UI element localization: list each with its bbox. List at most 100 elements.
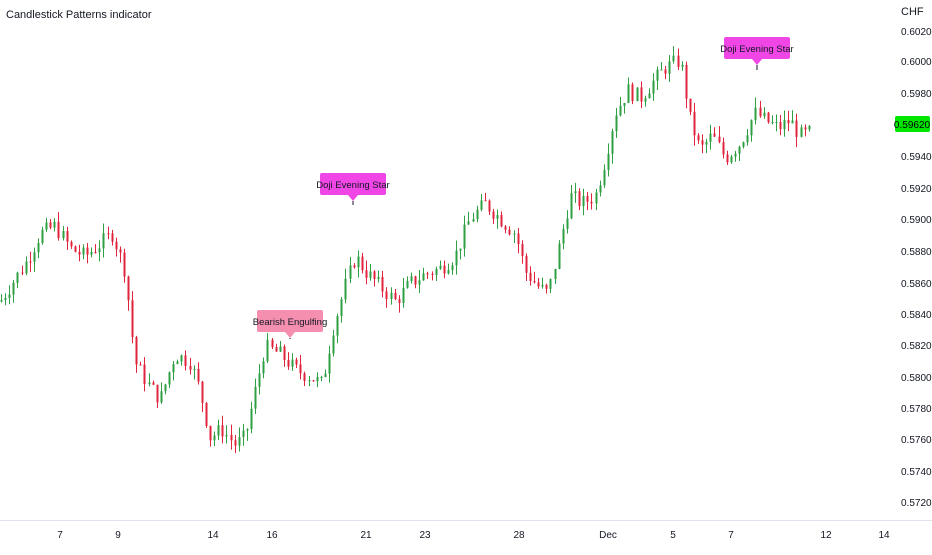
candle-up — [709, 124, 712, 150]
candle-up — [549, 278, 552, 294]
candle-down — [119, 246, 122, 263]
candle-up — [324, 369, 327, 378]
pattern-label: Doji Evening Star — [720, 37, 794, 70]
candle-up — [102, 223, 105, 258]
candle-down — [722, 137, 725, 159]
candle-up — [496, 209, 499, 229]
candle-down — [525, 253, 528, 282]
candle-up — [320, 375, 323, 382]
price-tick-label: 0.57200 — [901, 498, 932, 509]
candle-up — [0, 294, 3, 303]
candle-down — [545, 283, 548, 294]
time-axis[interactable]: 7 9 14 16 21 23 28 Dec 5 7 12 14 — [57, 530, 890, 541]
candle-up — [574, 182, 577, 203]
time-tick-label: 28 — [513, 530, 525, 541]
candle-down — [287, 352, 290, 370]
candle-up — [636, 87, 639, 102]
candle-down — [221, 415, 224, 444]
candle-down — [804, 124, 807, 137]
candle-up — [33, 247, 36, 272]
candle-up — [193, 365, 196, 380]
candle-up — [4, 293, 7, 306]
candle-up — [463, 215, 466, 257]
candle-up — [681, 61, 684, 71]
candle-down — [78, 244, 81, 262]
candle-down — [21, 265, 24, 276]
candle-down — [701, 134, 704, 154]
pattern-label-box — [257, 310, 323, 332]
candle-down — [201, 380, 204, 413]
candle-down — [312, 379, 315, 382]
candle-up — [451, 262, 454, 275]
candle-down — [713, 127, 716, 138]
candle-up — [402, 278, 405, 308]
candle-up — [53, 218, 56, 232]
candle-down — [398, 295, 401, 313]
candle-up — [611, 128, 614, 164]
candle-down — [677, 48, 680, 70]
candle-up — [754, 97, 757, 125]
candle-up — [8, 285, 11, 305]
candle-up — [262, 357, 265, 379]
candle-up — [266, 332, 269, 363]
time-tick-label: 21 — [360, 530, 372, 541]
candle-up — [742, 141, 745, 149]
candle-up — [582, 188, 585, 216]
candle-up — [738, 145, 741, 161]
candle-down — [426, 271, 429, 280]
candle-down — [578, 188, 581, 211]
candle-down — [57, 212, 60, 241]
pattern-label-box — [320, 173, 386, 195]
candle-down — [139, 361, 142, 366]
candle-up — [340, 296, 343, 323]
candle-up — [800, 124, 803, 138]
time-tick-label: 7 — [57, 530, 63, 541]
last-price-value: 0.59620 — [894, 120, 931, 131]
candle-up — [349, 256, 352, 284]
candle-down — [504, 224, 507, 234]
candle-down — [697, 133, 700, 144]
last-price-badge — [895, 116, 930, 132]
candle-up — [168, 371, 171, 389]
candle-down — [189, 357, 192, 375]
candle-down — [517, 228, 520, 254]
currency-label: CHF — [901, 6, 924, 18]
candle-up — [541, 277, 544, 289]
candle-up — [554, 268, 557, 284]
candle-down — [718, 126, 721, 144]
candle-up — [328, 345, 331, 383]
candle-up — [217, 419, 220, 440]
candle-down — [209, 425, 212, 447]
candle-up — [98, 240, 101, 262]
candle-up — [599, 180, 602, 197]
candle-up — [176, 359, 179, 365]
candle-up — [332, 329, 335, 357]
candle-up — [459, 248, 462, 260]
candle-down — [685, 61, 688, 109]
candle-down — [631, 82, 634, 105]
candle-down — [759, 100, 762, 118]
candle-up — [172, 360, 175, 381]
candle-up — [406, 276, 409, 289]
candle-down — [94, 244, 97, 254]
candle-down — [156, 384, 159, 409]
candle-up — [422, 267, 425, 281]
candle-down — [521, 240, 524, 264]
indicator-title: Candlestick Patterns indicator — [6, 9, 152, 21]
candle-down — [123, 248, 126, 283]
candle-up — [308, 375, 311, 387]
candle-down — [443, 260, 446, 279]
candle-down — [365, 260, 368, 285]
candle-down — [508, 226, 511, 236]
candle-up — [619, 96, 622, 117]
